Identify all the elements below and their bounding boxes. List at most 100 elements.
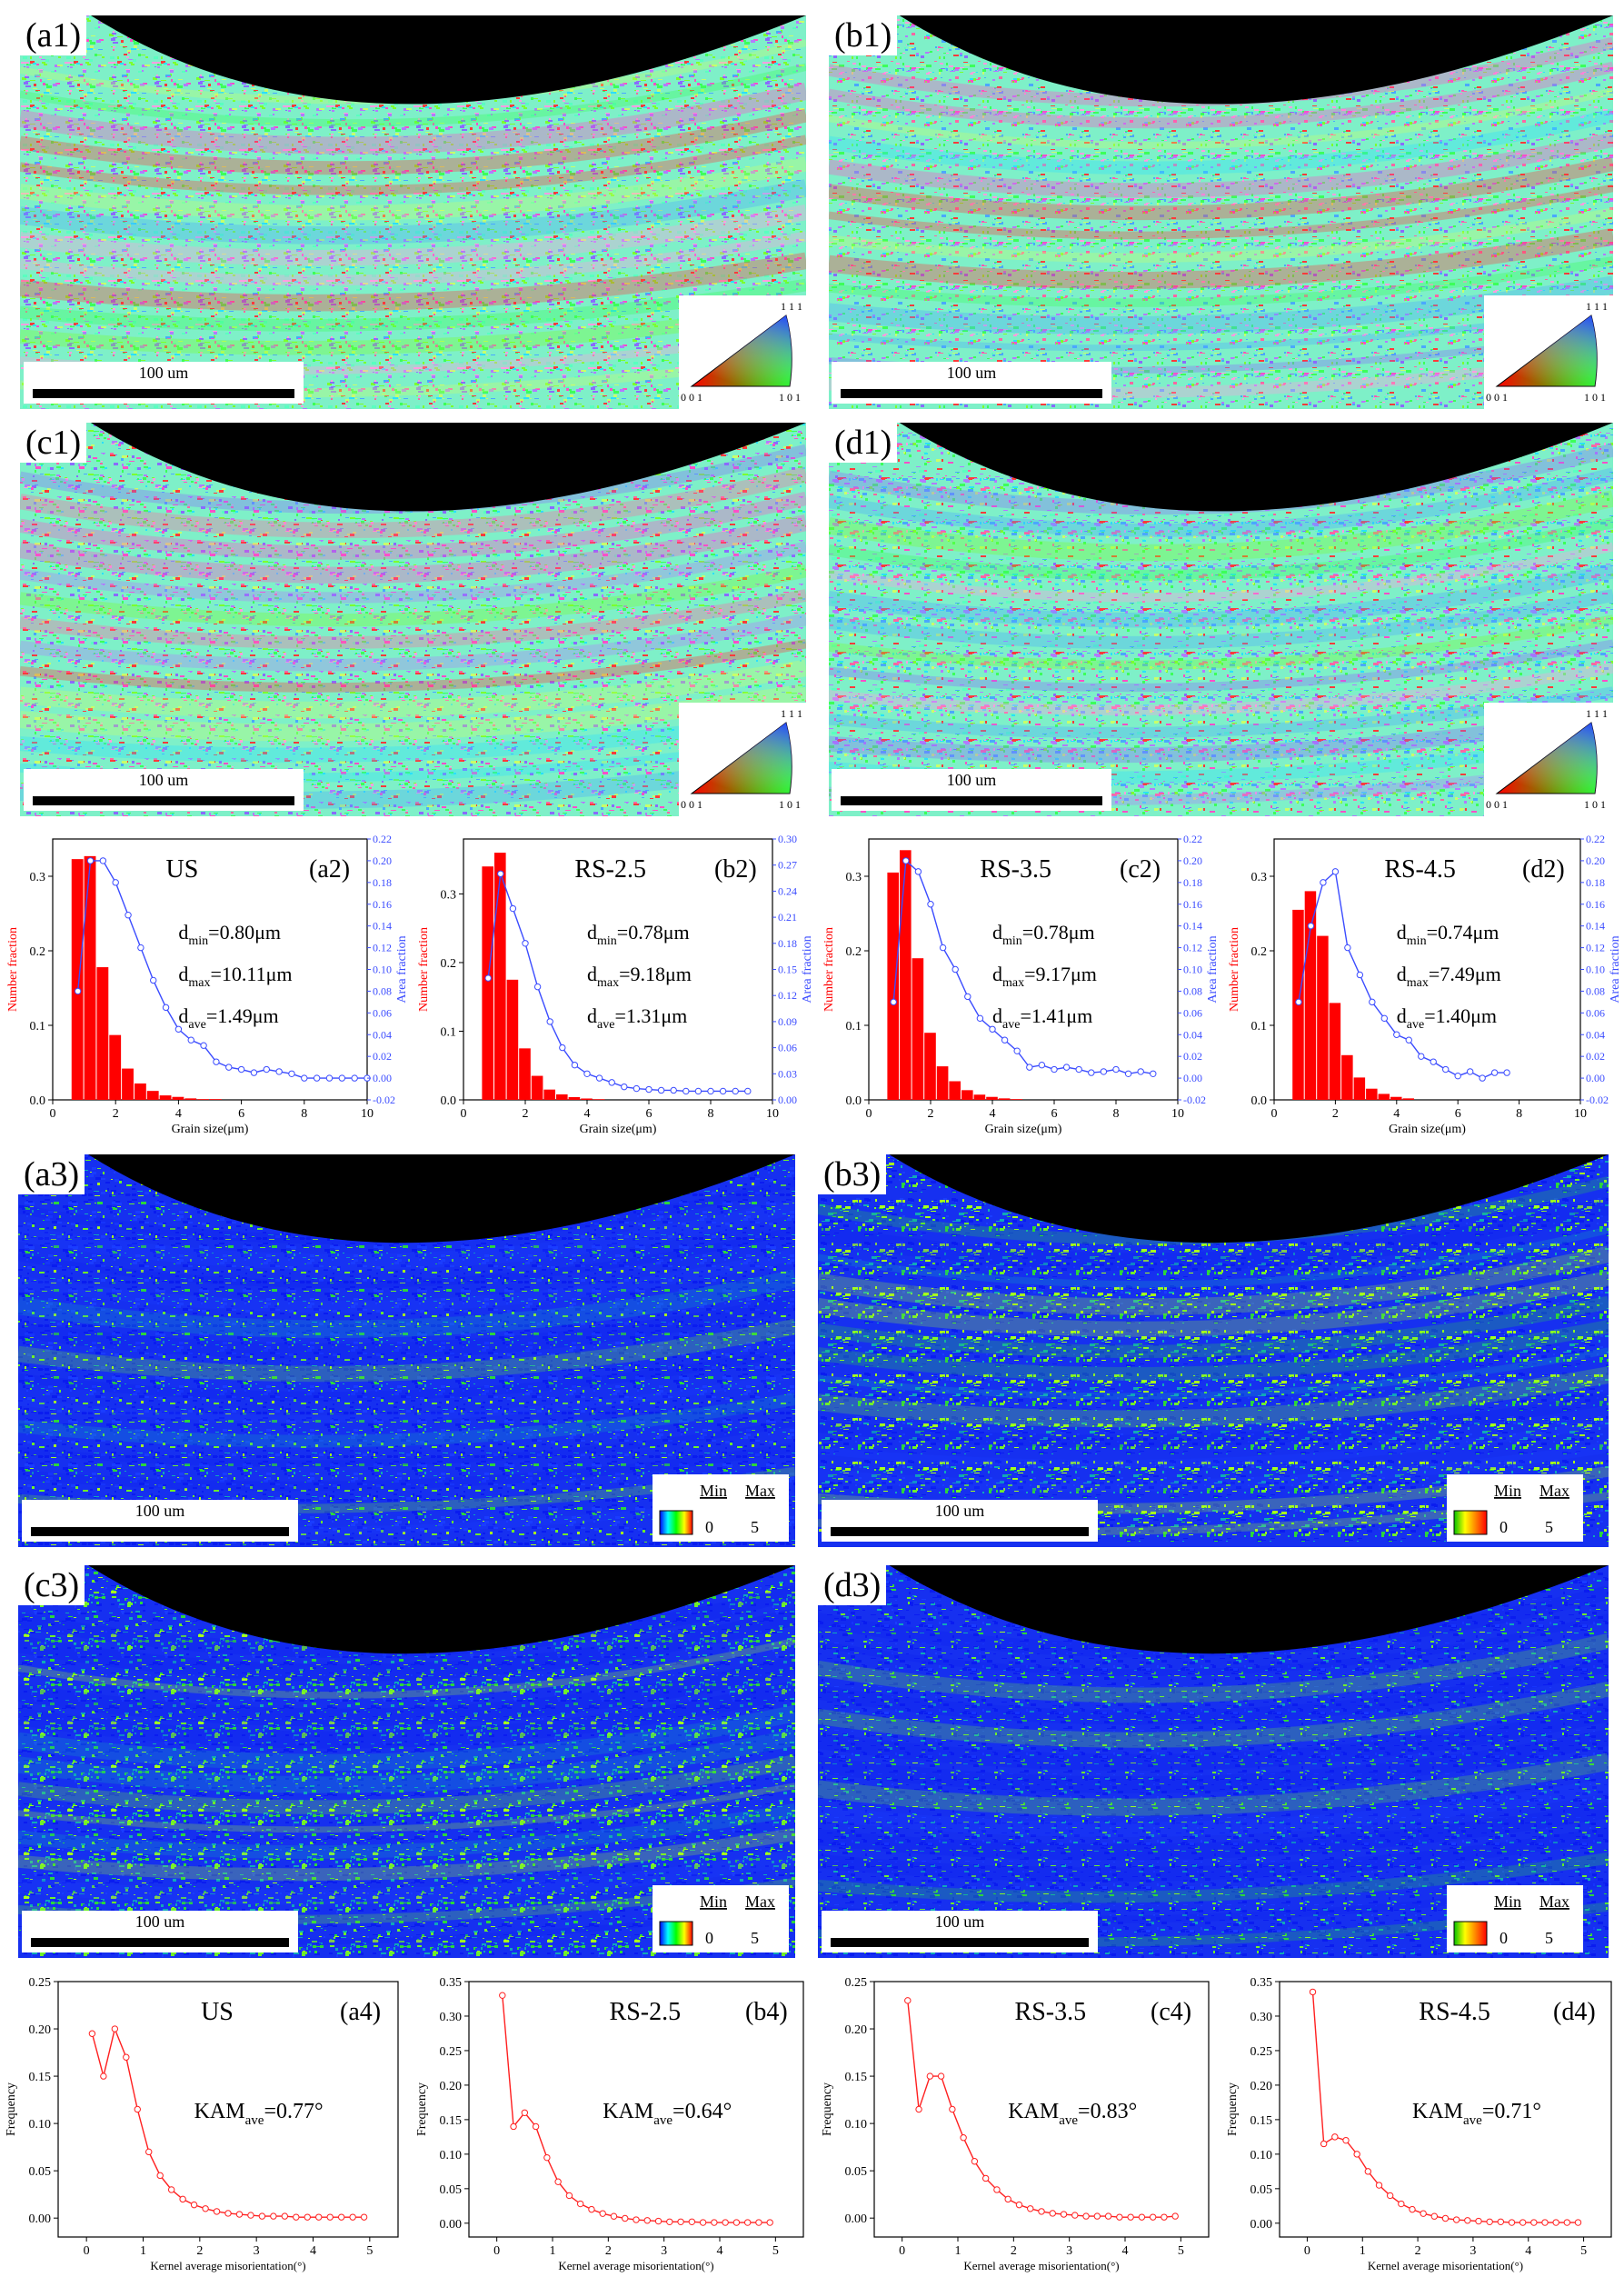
y-axis-label: Number fraction <box>1228 927 1241 1012</box>
y2-tick-label: 0.15 <box>778 964 797 976</box>
y2-tick-label: 0.00 <box>1586 1072 1605 1084</box>
grain-size-chart-b2: 0 2 4 6 8 10 0.0 0.1 0.2 0.3 0.00 0.03 0.06 0.09 0.12 0… <box>411 823 816 1145</box>
area-fraction-point <box>74 987 82 995</box>
bar <box>556 1094 568 1100</box>
kam-point <box>1138 2213 1146 2221</box>
sample-name: US <box>166 855 199 884</box>
x-tick-label: 10 <box>1574 1107 1587 1121</box>
area-fraction-point <box>351 1074 358 1082</box>
y-axis-label: Number fraction <box>822 927 836 1012</box>
kam-point <box>755 2219 762 2226</box>
x-tick-label: 4 <box>1122 2244 1129 2258</box>
area-fraction-point <box>1001 1036 1009 1044</box>
sample-name: RS-3.5 <box>980 855 1051 884</box>
area-fraction-point <box>1344 944 1351 952</box>
x-tick-label: 4 <box>584 1107 591 1121</box>
area-fraction-point <box>1331 868 1340 875</box>
area-fraction-point <box>1356 971 1364 979</box>
x-tick-label: 0 <box>1304 2244 1310 2258</box>
bar <box>924 1033 936 1100</box>
kam-point <box>1409 2205 1416 2213</box>
area-fraction-point <box>1112 1065 1120 1074</box>
bar <box>197 1099 209 1100</box>
y2-tick-label: 0.03 <box>778 1067 797 1080</box>
scale-bar-label: 100 um <box>135 1502 185 1520</box>
y-tick-label: 0.00 <box>845 2212 868 2226</box>
bar <box>210 1099 222 1100</box>
kam-point <box>1464 2217 1471 2224</box>
area-fraction-point <box>162 1004 170 1012</box>
grain-stat-min: dmin=0.80μm <box>178 921 281 948</box>
kam-point <box>610 2212 618 2220</box>
x-tick-label: 0 <box>866 1107 872 1121</box>
ipf-key-001-label: 0 0 1 <box>1486 798 1508 811</box>
scale-bar-d3: 100 um <box>822 1911 1098 1952</box>
kam-point <box>1398 2200 1405 2208</box>
kam-point <box>1420 2210 1427 2217</box>
kam-point <box>111 2025 119 2032</box>
area-fraction-point <box>112 879 119 886</box>
x-tick-label: 2 <box>196 2244 203 2258</box>
y2-tick-label: 0.22 <box>1183 833 1202 845</box>
kam-point <box>1015 2201 1023 2209</box>
y2-tick-label: 0.04 <box>1586 1028 1605 1041</box>
kam-point <box>766 2219 773 2226</box>
kam-key-max-value: 5 <box>1545 1929 1553 1947</box>
kam-point <box>1309 1988 1317 1996</box>
ipf-key-111-label: 1 1 1 <box>1586 300 1608 313</box>
area-fraction-point <box>213 1058 220 1065</box>
kam-point <box>360 2213 368 2221</box>
y-tick-label: 0.05 <box>845 2165 868 2179</box>
kam-key-max-value: 5 <box>751 1929 759 1947</box>
x-tick-label: 6 <box>1051 1107 1058 1121</box>
kam-point <box>981 2174 990 2182</box>
y-tick-label: 0.0 <box>846 1094 862 1108</box>
y2-tick-label: 0.16 <box>373 898 392 911</box>
y2-tick-label: 0.22 <box>373 833 392 845</box>
area-fraction-point <box>939 944 947 952</box>
y-axis-label: Frequency <box>1226 2082 1240 2136</box>
area-fraction-point <box>1466 1068 1474 1075</box>
x-tick-label: 4 <box>1525 2244 1531 2258</box>
kam-point <box>699 2219 707 2226</box>
y-tick-label: 0.05 <box>440 2183 463 2197</box>
x-axis-label: Grain size(μm) <box>985 1123 1062 1136</box>
y2-tick-label: 0.08 <box>1586 984 1605 997</box>
panel-label: (c4) <box>1151 1998 1191 2026</box>
bar <box>973 1094 986 1100</box>
kam-point <box>1342 2136 1350 2144</box>
kam-point <box>722 2219 729 2226</box>
kam-key-max-label: Max <box>1539 1482 1569 1500</box>
area-fraction-point <box>125 912 132 919</box>
x-tick-label: 1 <box>1360 2244 1366 2258</box>
sample-name: RS-4.5 <box>1384 855 1456 884</box>
y2-tick-label: 0.20 <box>1586 854 1605 867</box>
x-tick-label: 6 <box>238 1107 244 1121</box>
kam-key-min-value: 0 <box>1499 1929 1508 1947</box>
y2-tick-label: 0.09 <box>778 1015 797 1028</box>
grain-stat-ave: dave=1.31μm <box>587 1004 687 1032</box>
kam-color-key-c3: Min Max 0 5 <box>653 1885 789 1952</box>
area-fraction-point <box>1100 1068 1108 1075</box>
area-fraction-point <box>657 1086 665 1094</box>
y-tick-label: 0.1 <box>846 1020 862 1034</box>
area-fraction-point <box>1405 1036 1412 1044</box>
bar <box>581 1098 593 1100</box>
panel-label-b3: (b3) <box>818 1154 887 1194</box>
x-tick-label: 4 <box>717 2244 723 2258</box>
kam-point <box>1574 2219 1582 2226</box>
bar <box>172 1096 184 1100</box>
kam-point <box>1364 2168 1372 2175</box>
x-tick-label: 1 <box>550 2244 556 2258</box>
y2-tick-label: 0.14 <box>1586 920 1605 933</box>
x-tick-label: 2 <box>1332 1107 1339 1121</box>
y-tick-label: 0.10 <box>1250 2149 1273 2162</box>
bar <box>593 1099 605 1100</box>
area-fraction-point <box>1307 922 1315 930</box>
bar <box>1011 1099 1022 1100</box>
kam-point <box>179 2195 186 2203</box>
panel-label-d1: (d1) <box>829 423 898 463</box>
kam-point <box>337 2213 345 2221</box>
panel-label: (a4) <box>340 1998 381 2026</box>
y2-tick-label: 0.12 <box>373 942 392 954</box>
